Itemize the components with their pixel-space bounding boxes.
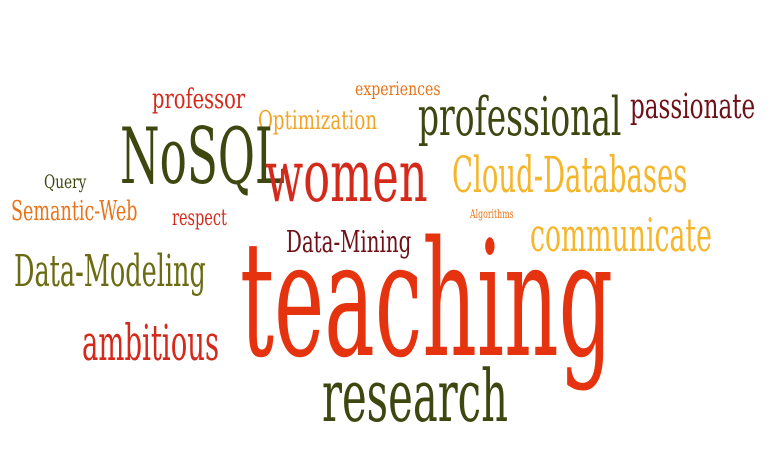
word-communicate: communicate xyxy=(530,208,712,262)
word-data-modeling: Data-Modeling xyxy=(14,246,206,297)
word-cloud-databases: Cloud-Databases xyxy=(452,146,688,204)
word-professional: professional xyxy=(418,87,622,148)
word-passionate: passionate xyxy=(630,87,756,127)
word-teaching: teaching xyxy=(240,206,613,393)
word-respect: respect xyxy=(172,206,227,231)
word-algorithms: Algorithms xyxy=(470,207,514,221)
word-data-mining: Data-Mining xyxy=(286,225,412,260)
word-ambitious: ambitious xyxy=(82,314,220,372)
word-professor: professor xyxy=(152,84,246,115)
word-query: Query xyxy=(44,171,87,193)
word-semantic-web: Semantic-Web xyxy=(11,196,138,227)
word-optimization: Optimization xyxy=(258,106,378,136)
word-experiences: experiences xyxy=(355,78,441,100)
word-nosql: NoSQL xyxy=(120,112,285,202)
word-women: women xyxy=(265,134,428,218)
word-research: research xyxy=(322,354,508,438)
